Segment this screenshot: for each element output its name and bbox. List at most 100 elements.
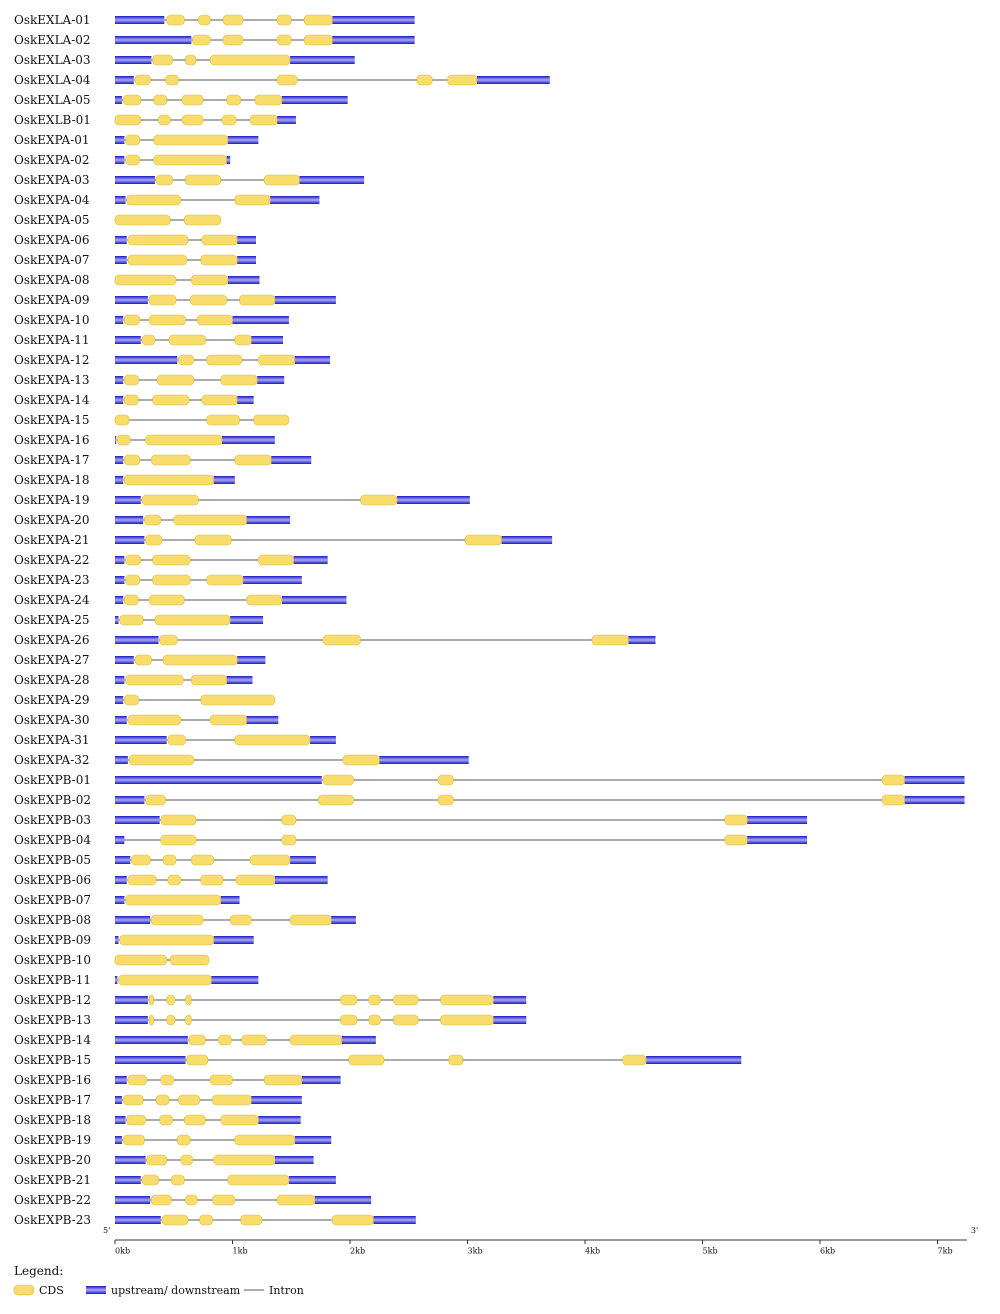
gene-row: OskEXPB-20 [14,1153,314,1167]
gene-name-label: OskEXPA-27 [14,653,90,667]
gene-row: OskEXPA-07 [14,253,256,267]
cds-exon [200,874,224,886]
cds-exon [220,374,258,386]
cds-exon [234,334,252,346]
cds-exon [239,294,276,306]
cds-exon [178,1094,200,1106]
cds-exon [114,214,171,226]
gene-name-label: OskEXPB-07 [14,893,91,907]
cds-exon [881,774,905,786]
gene-row: OskEXPA-25 [14,613,264,627]
gene-row: OskEXPA-15 [14,413,290,427]
gene-row: OskEXPA-31 [14,733,336,747]
cds-exon [119,614,144,626]
cds-exon [114,414,130,426]
gene-name-label: OskEXPA-14 [14,393,90,407]
utr-segment [332,36,415,44]
utr-segment [628,636,656,644]
cds-exon [126,1114,146,1126]
cds-exon [189,294,227,306]
gene-row: OskEXPB-17 [14,1093,302,1107]
gene-row: OskEXPB-01 [14,773,965,787]
cds-exon [186,1054,209,1066]
legend-swatch-cds [13,1284,35,1296]
gene-name-label: OskEXPA-26 [14,633,90,647]
gene-name-label: OskEXPB-14 [14,1033,91,1047]
utr-segment [226,676,253,684]
utr-segment [501,536,553,544]
utr-segment [115,796,145,804]
cds-exon [440,1014,494,1026]
cds-exon [159,1114,173,1126]
cds-exon [240,1214,263,1226]
gene-row: OskEXPA-28 [14,673,253,687]
cds-exon [281,814,297,826]
gene-row: OskEXPB-08 [14,913,356,927]
utr-segment [237,236,256,244]
utr-segment [747,816,808,824]
utr-segment [257,376,285,384]
gene-row: OskEXPA-08 [14,273,260,287]
cds-exon [281,834,297,846]
utr-segment [115,136,125,144]
cds-exon [226,94,242,106]
gene-row: OskEXPA-26 [14,633,656,647]
utr-segment [115,496,141,504]
utr-segment [227,276,260,284]
gene-row: OskEXPA-22 [14,553,328,567]
legend-label: upstream/ downstream [111,1284,241,1297]
utr-segment [115,56,152,64]
gene-row: OskEXLA-02 [14,33,415,47]
gene-row: OskEXPA-12 [14,353,331,367]
gene-name-label: OskEXPA-12 [14,353,90,367]
cds-exon [447,74,478,86]
gene-name-label: OskEXPA-19 [14,493,90,507]
cds-exon [881,794,905,806]
cds-exon [191,854,215,866]
utr-segment [221,436,275,444]
utr-segment [115,656,134,664]
gene-name-label: OskEXPA-02 [14,153,90,167]
cds-exon [234,1134,296,1146]
cds-exon [348,1054,385,1066]
cds-exon [127,714,182,726]
utr-segment [115,556,125,564]
gene-name-label: OskEXPB-18 [14,1113,91,1127]
gene-name-label: OskEXPA-24 [14,593,90,607]
cds-exon [152,394,190,406]
gene-name-label: OskEXLA-05 [14,93,91,107]
gene-name-label: OskEXPB-21 [14,1173,91,1187]
utr-segment [227,136,259,144]
cds-exon [437,774,454,786]
cds-exon [184,1114,206,1126]
cds-exon [263,174,300,186]
cds-exon [148,294,177,306]
cds-exon [253,414,290,426]
utr-segment [646,1056,742,1064]
utr-segment [331,916,356,924]
cds-exon [141,334,156,346]
cds-exon [148,594,185,606]
utr-segment [115,896,125,904]
gene-row: OskEXPB-18 [14,1113,301,1127]
gene-row: OskEXPB-10 [14,953,210,967]
utr-segment [493,996,527,1004]
utr-segment [115,636,159,644]
gene-name-label: OskEXLB-01 [14,113,91,127]
utr-segment [277,116,296,124]
utr-segment [243,576,302,584]
gene-name-label: OskEXPB-06 [14,873,91,887]
cds-exon [165,74,179,86]
utr-segment [281,596,347,604]
cds-exon [185,174,222,186]
cds-exon [178,354,195,366]
utr-segment [115,856,131,864]
gene-row: OskEXPA-21 [14,533,553,547]
utr-segment [115,996,148,1004]
legend-item-cds: CDS [13,1284,64,1297]
gene-name-label: OskEXPA-13 [14,373,90,387]
cds-exon [125,134,140,146]
cds-exon [622,1054,647,1066]
gene-name-label: OskEXPB-19 [14,1133,91,1147]
cds-exon [222,14,244,26]
